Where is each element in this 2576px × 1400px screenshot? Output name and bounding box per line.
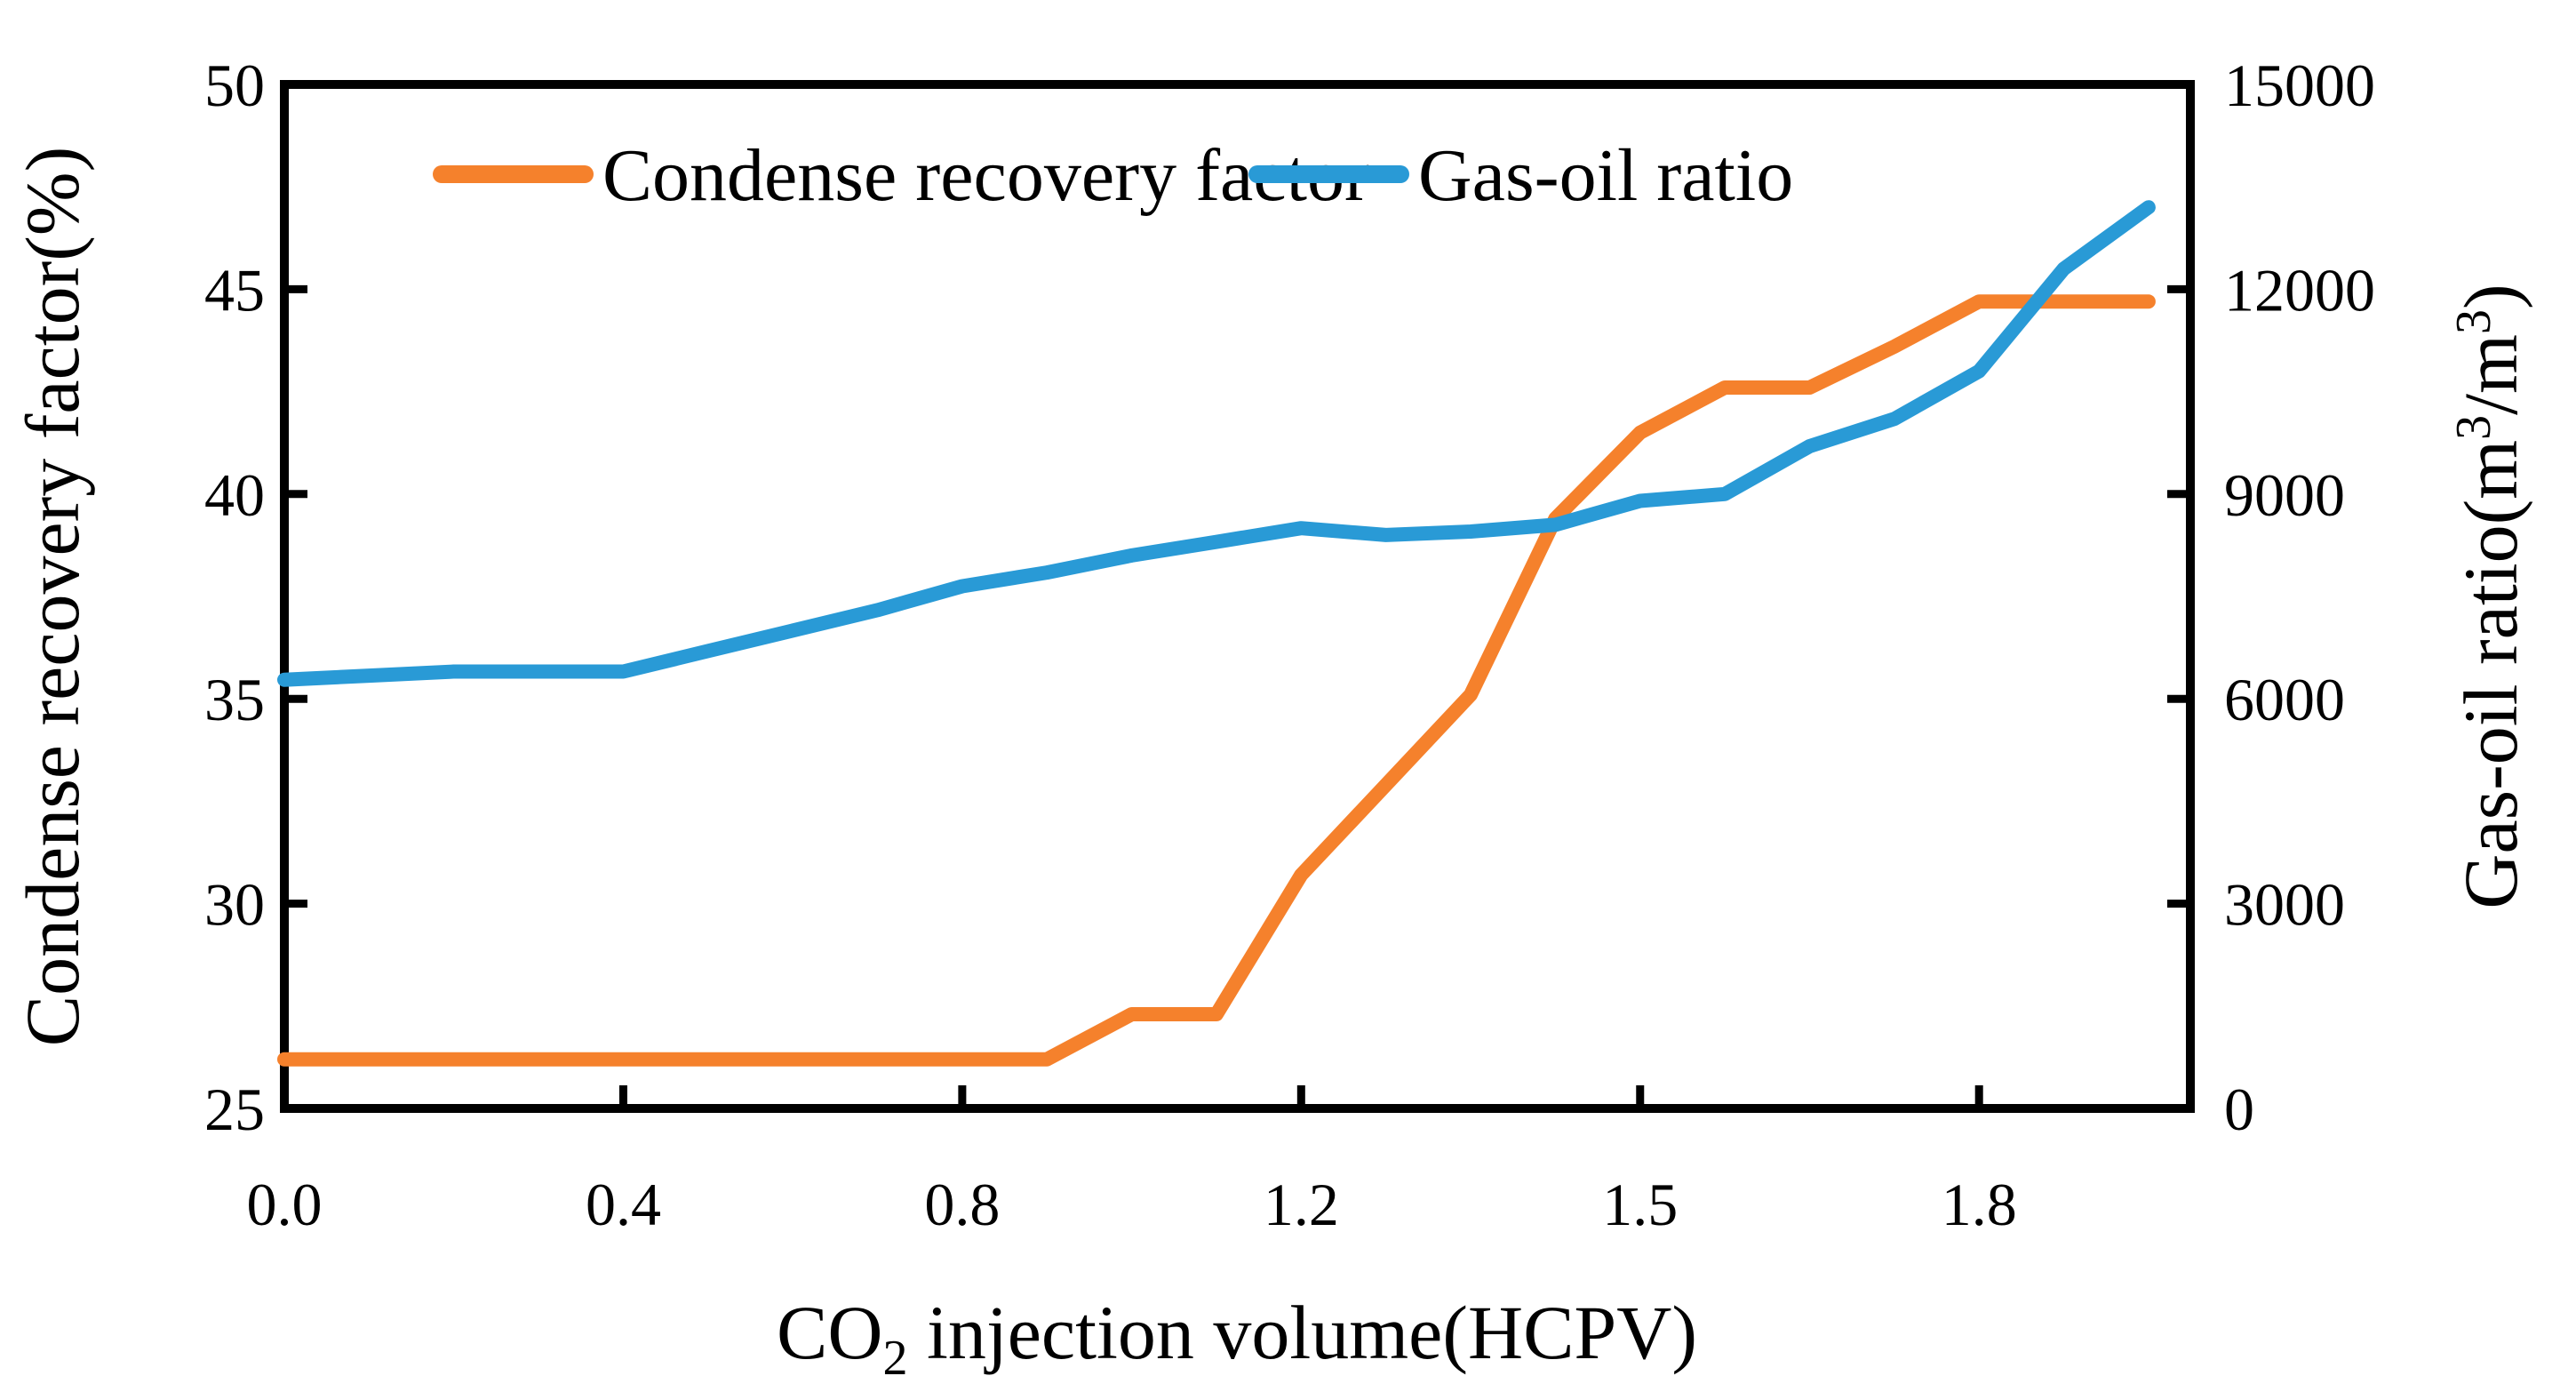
plot-border	[280, 80, 2195, 1113]
right-tick-label: 0	[2224, 1076, 2254, 1143]
left-tick-label: 30	[204, 871, 265, 939]
right-tick-label: 15000	[2224, 52, 2375, 119]
legend: Condense recovery factor Gas-oil ratio	[433, 134, 1793, 217]
x-tick-label: 1.2	[1264, 1171, 1339, 1238]
x-tick-label: 0.4	[586, 1171, 661, 1238]
legend-label-gas-oil-ratio: Gas-oil ratio	[1418, 134, 1793, 217]
x-tick-label: 1.8	[1942, 1171, 2017, 1238]
right-tick-label: 12000	[2224, 256, 2375, 324]
right-tick-label: 9000	[2224, 461, 2345, 529]
left-tick-label: 50	[204, 52, 265, 119]
x-tick-label: 0.0	[247, 1171, 323, 1238]
series-line-condense-recovery-factor	[277, 294, 2156, 1067]
legend-item-gas-oil-ratio: Gas-oil ratio	[1248, 134, 1793, 217]
right-axis-tick-labels: 0 3000 6000 9000 12000 15000	[2224, 52, 2375, 1143]
x-axis-tick-labels: 0.0 0.4 0.8 1.2 1.5 1.8	[247, 1171, 2017, 1238]
x-axis-title: CO2 injection volume(HCPV)	[777, 1290, 1697, 1386]
left-tick-label: 25	[204, 1076, 265, 1143]
series-lines	[277, 200, 2156, 1067]
legend-label-condense-recovery-factor: Condense recovery factor	[602, 134, 1369, 217]
left-axis-title: Condense recovery factor(%)	[10, 147, 95, 1046]
x-tick-label: 1.5	[1602, 1171, 1678, 1238]
left-tick-label: 35	[204, 666, 265, 733]
right-tick-label: 3000	[2224, 871, 2345, 939]
right-axis-title: Gas-oil ratio(m3/m3)	[2446, 284, 2533, 908]
series-line-gas-oil-ratio	[277, 200, 2156, 687]
legend-item-condense-recovery-factor: Condense recovery factor	[433, 134, 1369, 217]
right-tick-label: 6000	[2224, 666, 2345, 733]
axis-ticks	[284, 284, 2190, 1108]
x-tick-label: 0.8	[924, 1171, 1000, 1238]
left-tick-label: 45	[204, 256, 265, 324]
left-axis-tick-labels: 25 30 35 40 45 50	[204, 52, 265, 1143]
left-tick-label: 40	[204, 461, 265, 529]
